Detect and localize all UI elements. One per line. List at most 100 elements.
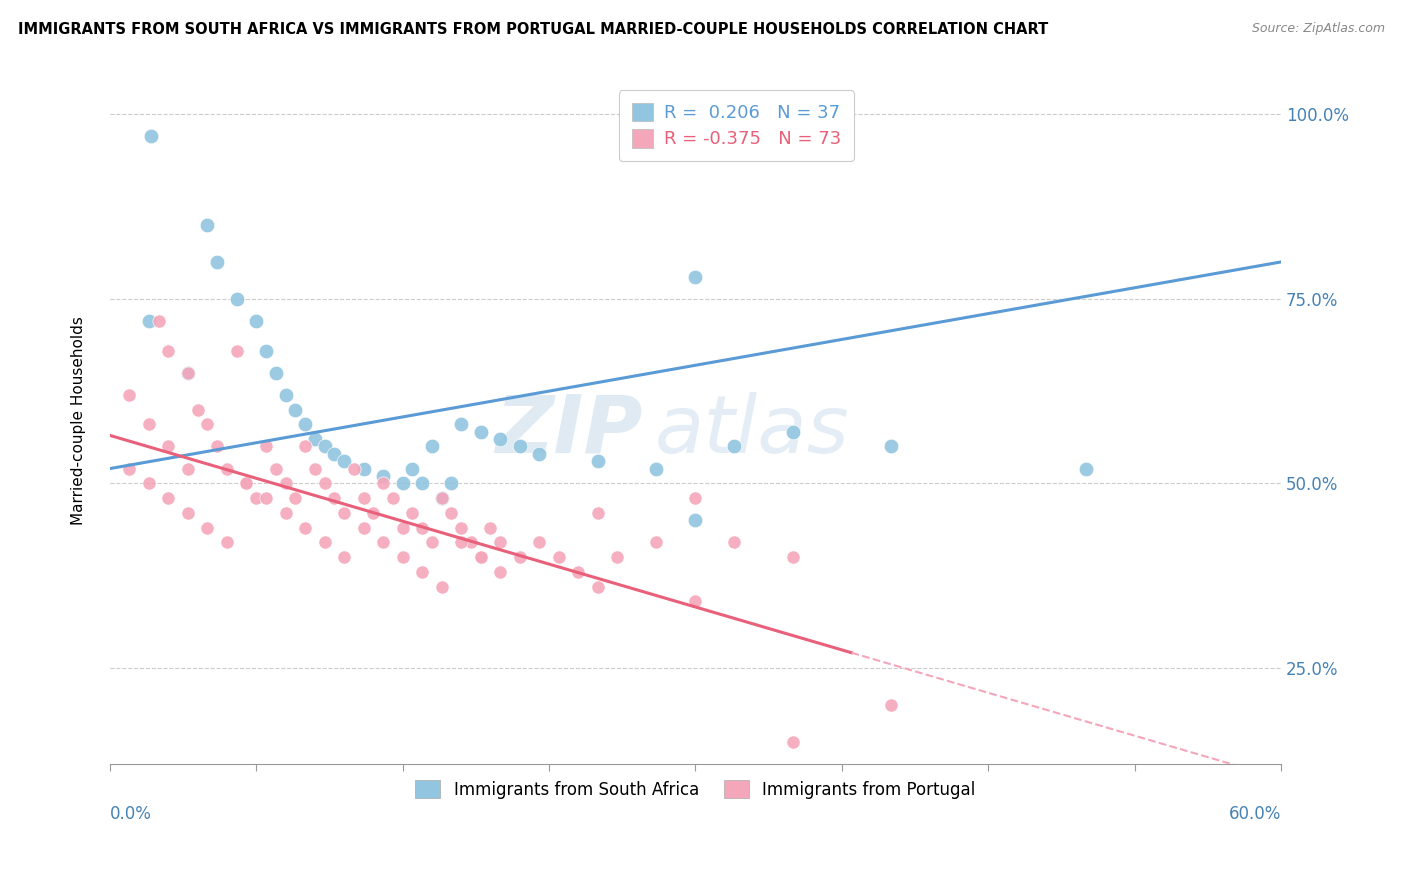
Point — [314, 535, 336, 549]
Point — [323, 491, 346, 505]
Point — [138, 314, 160, 328]
Point — [197, 218, 219, 232]
Point — [177, 366, 200, 380]
Point — [254, 491, 277, 505]
Point — [450, 521, 472, 535]
Point — [314, 476, 336, 491]
Point — [685, 491, 707, 505]
Point — [567, 565, 589, 579]
Y-axis label: Married-couple Households: Married-couple Households — [72, 316, 86, 525]
Point — [586, 580, 609, 594]
Point — [177, 506, 200, 520]
Point — [323, 447, 346, 461]
Point — [685, 594, 707, 608]
Point — [685, 269, 707, 284]
Point — [118, 461, 141, 475]
Point — [138, 476, 160, 491]
Legend: Immigrants from South Africa, Immigrants from Portugal: Immigrants from South Africa, Immigrants… — [406, 772, 984, 807]
Point — [470, 425, 492, 439]
Point — [470, 550, 492, 565]
Point — [509, 550, 531, 565]
Text: Source: ZipAtlas.com: Source: ZipAtlas.com — [1251, 22, 1385, 36]
Point — [440, 476, 463, 491]
Point — [529, 447, 551, 461]
Point — [430, 491, 453, 505]
Point — [411, 565, 433, 579]
Point — [245, 491, 267, 505]
Point — [685, 513, 707, 527]
Point — [782, 734, 804, 748]
Point — [225, 292, 247, 306]
Point — [371, 469, 394, 483]
Point — [723, 440, 745, 454]
Point — [782, 550, 804, 565]
Point — [1074, 461, 1097, 475]
Point — [138, 417, 160, 432]
Point — [391, 550, 413, 565]
Point — [782, 425, 804, 439]
Point — [529, 535, 551, 549]
Point — [333, 550, 356, 565]
Point — [430, 580, 453, 594]
Point — [215, 461, 238, 475]
Point — [294, 521, 316, 535]
Point — [333, 454, 356, 468]
Point — [460, 535, 482, 549]
Point — [205, 255, 228, 269]
Point — [509, 440, 531, 454]
Point — [284, 491, 307, 505]
Point — [606, 550, 628, 565]
Point — [723, 535, 745, 549]
Point — [274, 388, 297, 402]
Point — [157, 440, 180, 454]
Point — [420, 440, 443, 454]
Point — [879, 440, 901, 454]
Point — [363, 506, 385, 520]
Point — [391, 476, 413, 491]
Point — [245, 314, 267, 328]
Point — [371, 476, 394, 491]
Point — [470, 550, 492, 565]
Point — [479, 521, 502, 535]
Point — [254, 440, 277, 454]
Point — [118, 388, 141, 402]
Point — [586, 454, 609, 468]
Text: ZIP: ZIP — [495, 392, 643, 470]
Point — [235, 476, 257, 491]
Point — [547, 550, 569, 565]
Point — [401, 506, 423, 520]
Point — [586, 506, 609, 520]
Point — [254, 343, 277, 358]
Point — [371, 535, 394, 549]
Text: atlas: atlas — [654, 392, 849, 470]
Point — [430, 491, 453, 505]
Text: 60.0%: 60.0% — [1229, 805, 1281, 823]
Point — [353, 491, 375, 505]
Point — [205, 440, 228, 454]
Point — [645, 461, 668, 475]
Point — [353, 521, 375, 535]
Point — [148, 314, 170, 328]
Point — [197, 417, 219, 432]
Text: 0.0%: 0.0% — [110, 805, 152, 823]
Point — [274, 476, 297, 491]
Point — [304, 432, 326, 446]
Point — [343, 461, 366, 475]
Point — [177, 366, 200, 380]
Point — [411, 521, 433, 535]
Point — [187, 402, 209, 417]
Point — [489, 565, 512, 579]
Point — [294, 440, 316, 454]
Point — [450, 535, 472, 549]
Point — [274, 506, 297, 520]
Point — [284, 402, 307, 417]
Point — [391, 521, 413, 535]
Point — [645, 535, 668, 549]
Point — [177, 461, 200, 475]
Point — [264, 461, 287, 475]
Point — [157, 491, 180, 505]
Point — [157, 343, 180, 358]
Point — [381, 491, 404, 505]
Point — [440, 506, 463, 520]
Point — [489, 535, 512, 549]
